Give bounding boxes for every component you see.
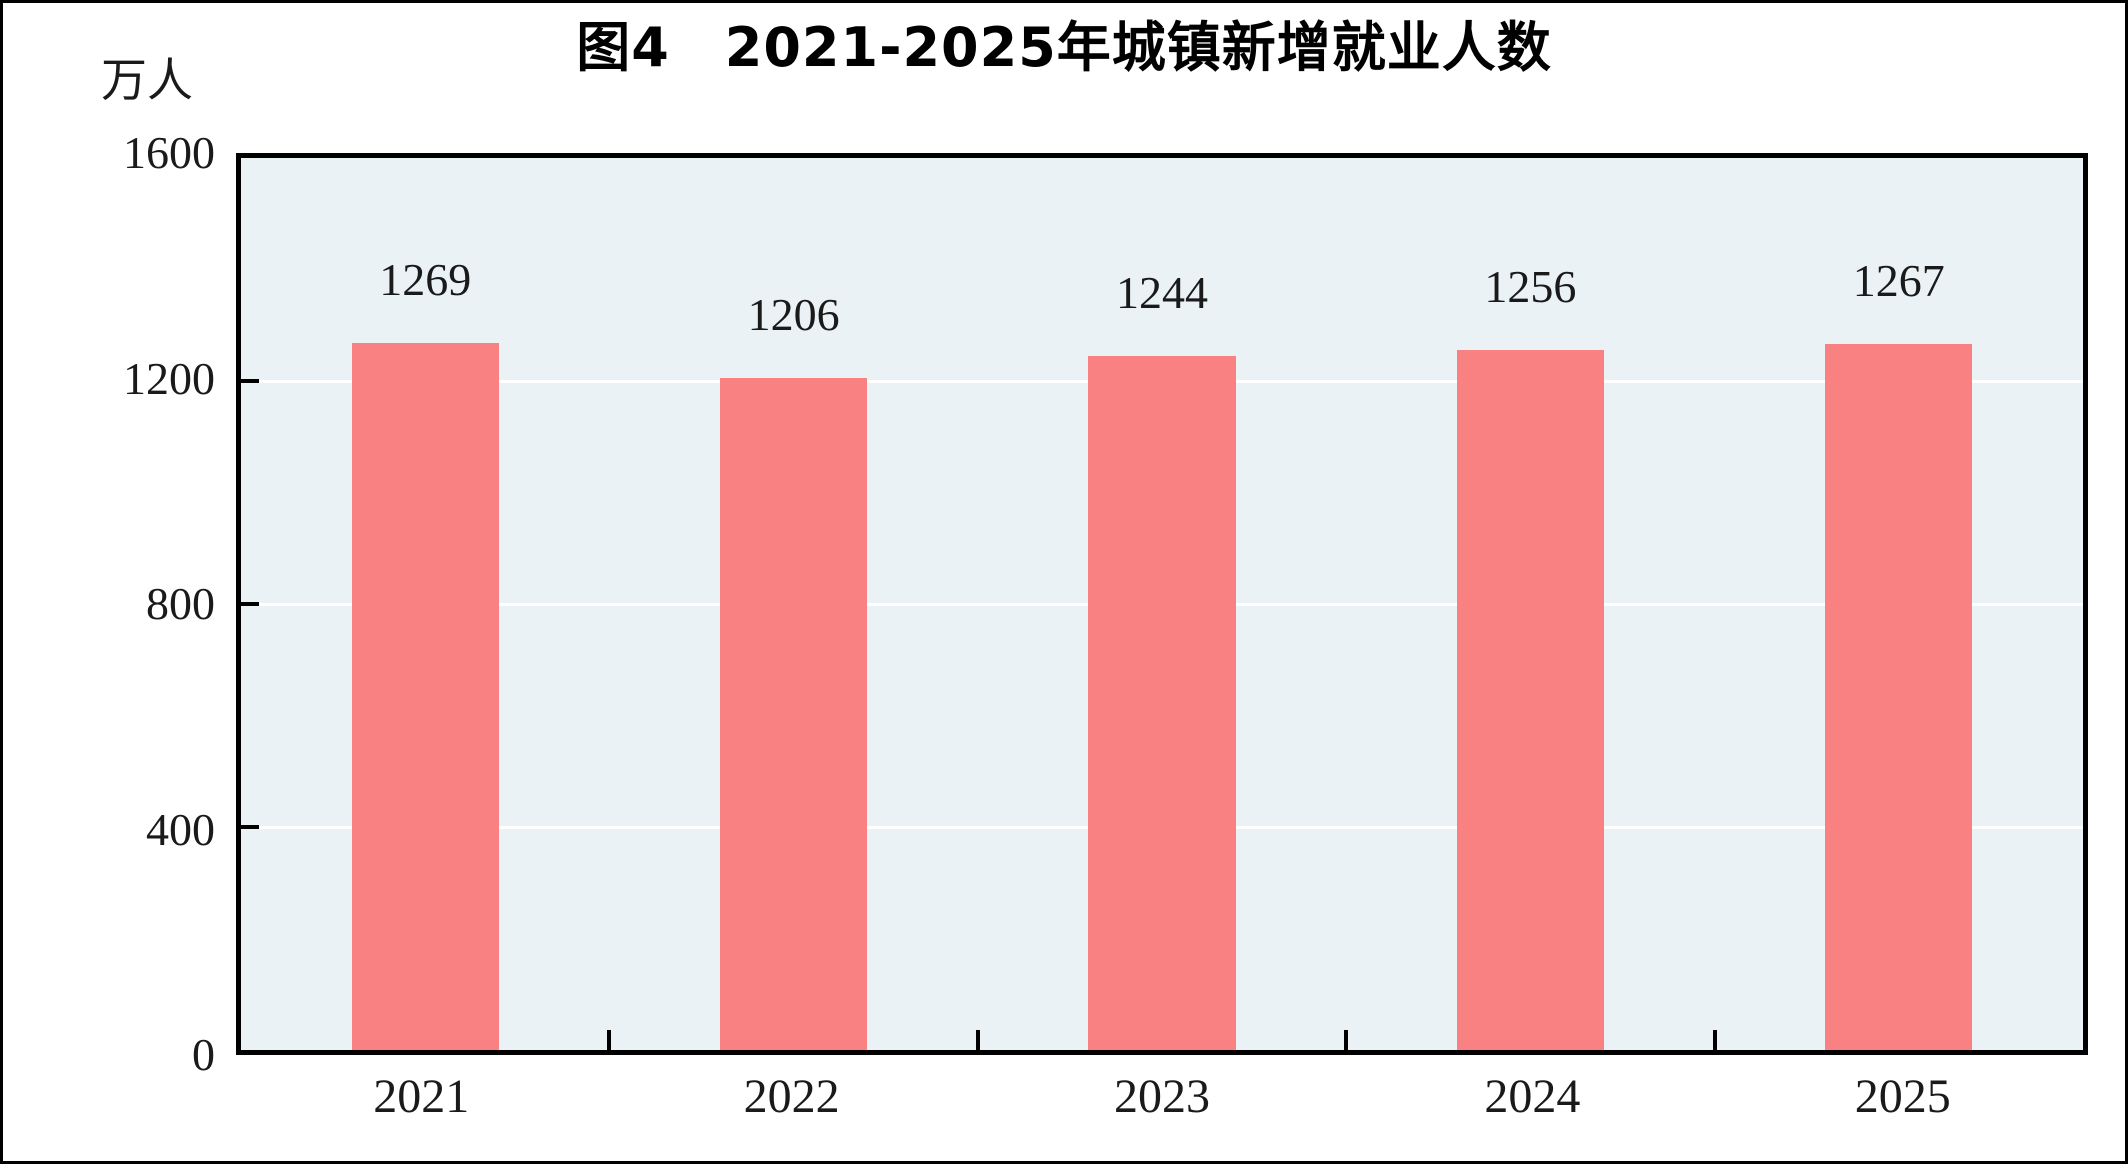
bar-2024 <box>1456 349 1605 1050</box>
x-tick-mark-4 <box>1712 1030 1717 1050</box>
y-tick-label-800: 800 <box>146 578 215 629</box>
x-tick-mark-1 <box>607 1030 612 1050</box>
y-tick-mark-1200 <box>241 379 259 383</box>
y-tick-mark-800 <box>241 602 259 606</box>
x-tick-label-2024: 2024 <box>1484 1070 1581 1123</box>
y-tick-label-400: 400 <box>146 803 215 855</box>
bar-value-label-2025: 1267 <box>1852 254 1945 306</box>
bar-value-label-2023: 1244 <box>1116 267 1208 319</box>
bar-2023 <box>1088 356 1236 1050</box>
bar-2022 <box>719 377 868 1050</box>
bar-value-label-2021: 1269 <box>379 253 472 305</box>
bar-2021 <box>351 342 499 1050</box>
y-tick-label-1600: 1600 <box>123 127 215 178</box>
x-tick-label-2023: 2023 <box>1114 1070 1210 1123</box>
x-tick-label-2021: 2021 <box>373 1070 470 1123</box>
plot-area: 1269 1206 1244 1256 1267 <box>236 153 2088 1055</box>
y-axis-unit-label: 万人 <box>101 55 193 106</box>
bar-value-label-2022: 1206 <box>747 288 840 340</box>
x-tick-mark-2 <box>975 1030 980 1050</box>
bar-value-label-2024: 1256 <box>1484 260 1577 312</box>
y-tick-label-1200: 1200 <box>123 352 215 404</box>
x-tick-label-2025: 2025 <box>1854 1070 1951 1123</box>
x-tick-label-2022: 2022 <box>743 1070 840 1123</box>
chart-title: 图4 2021-2025年城镇新增就业人数 <box>576 16 1552 79</box>
y-axis-tick-labels: 0 400 800 1200 1600 <box>3 127 215 1080</box>
bar-2025 <box>1825 343 1973 1050</box>
x-axis-tick-labels: 2021 2022 2023 2024 2025 <box>236 1069 2088 1139</box>
y-tick-label-0: 0 <box>192 1029 215 1080</box>
y-tick-mark-400 <box>241 825 259 829</box>
x-tick-mark-3 <box>1344 1030 1349 1050</box>
